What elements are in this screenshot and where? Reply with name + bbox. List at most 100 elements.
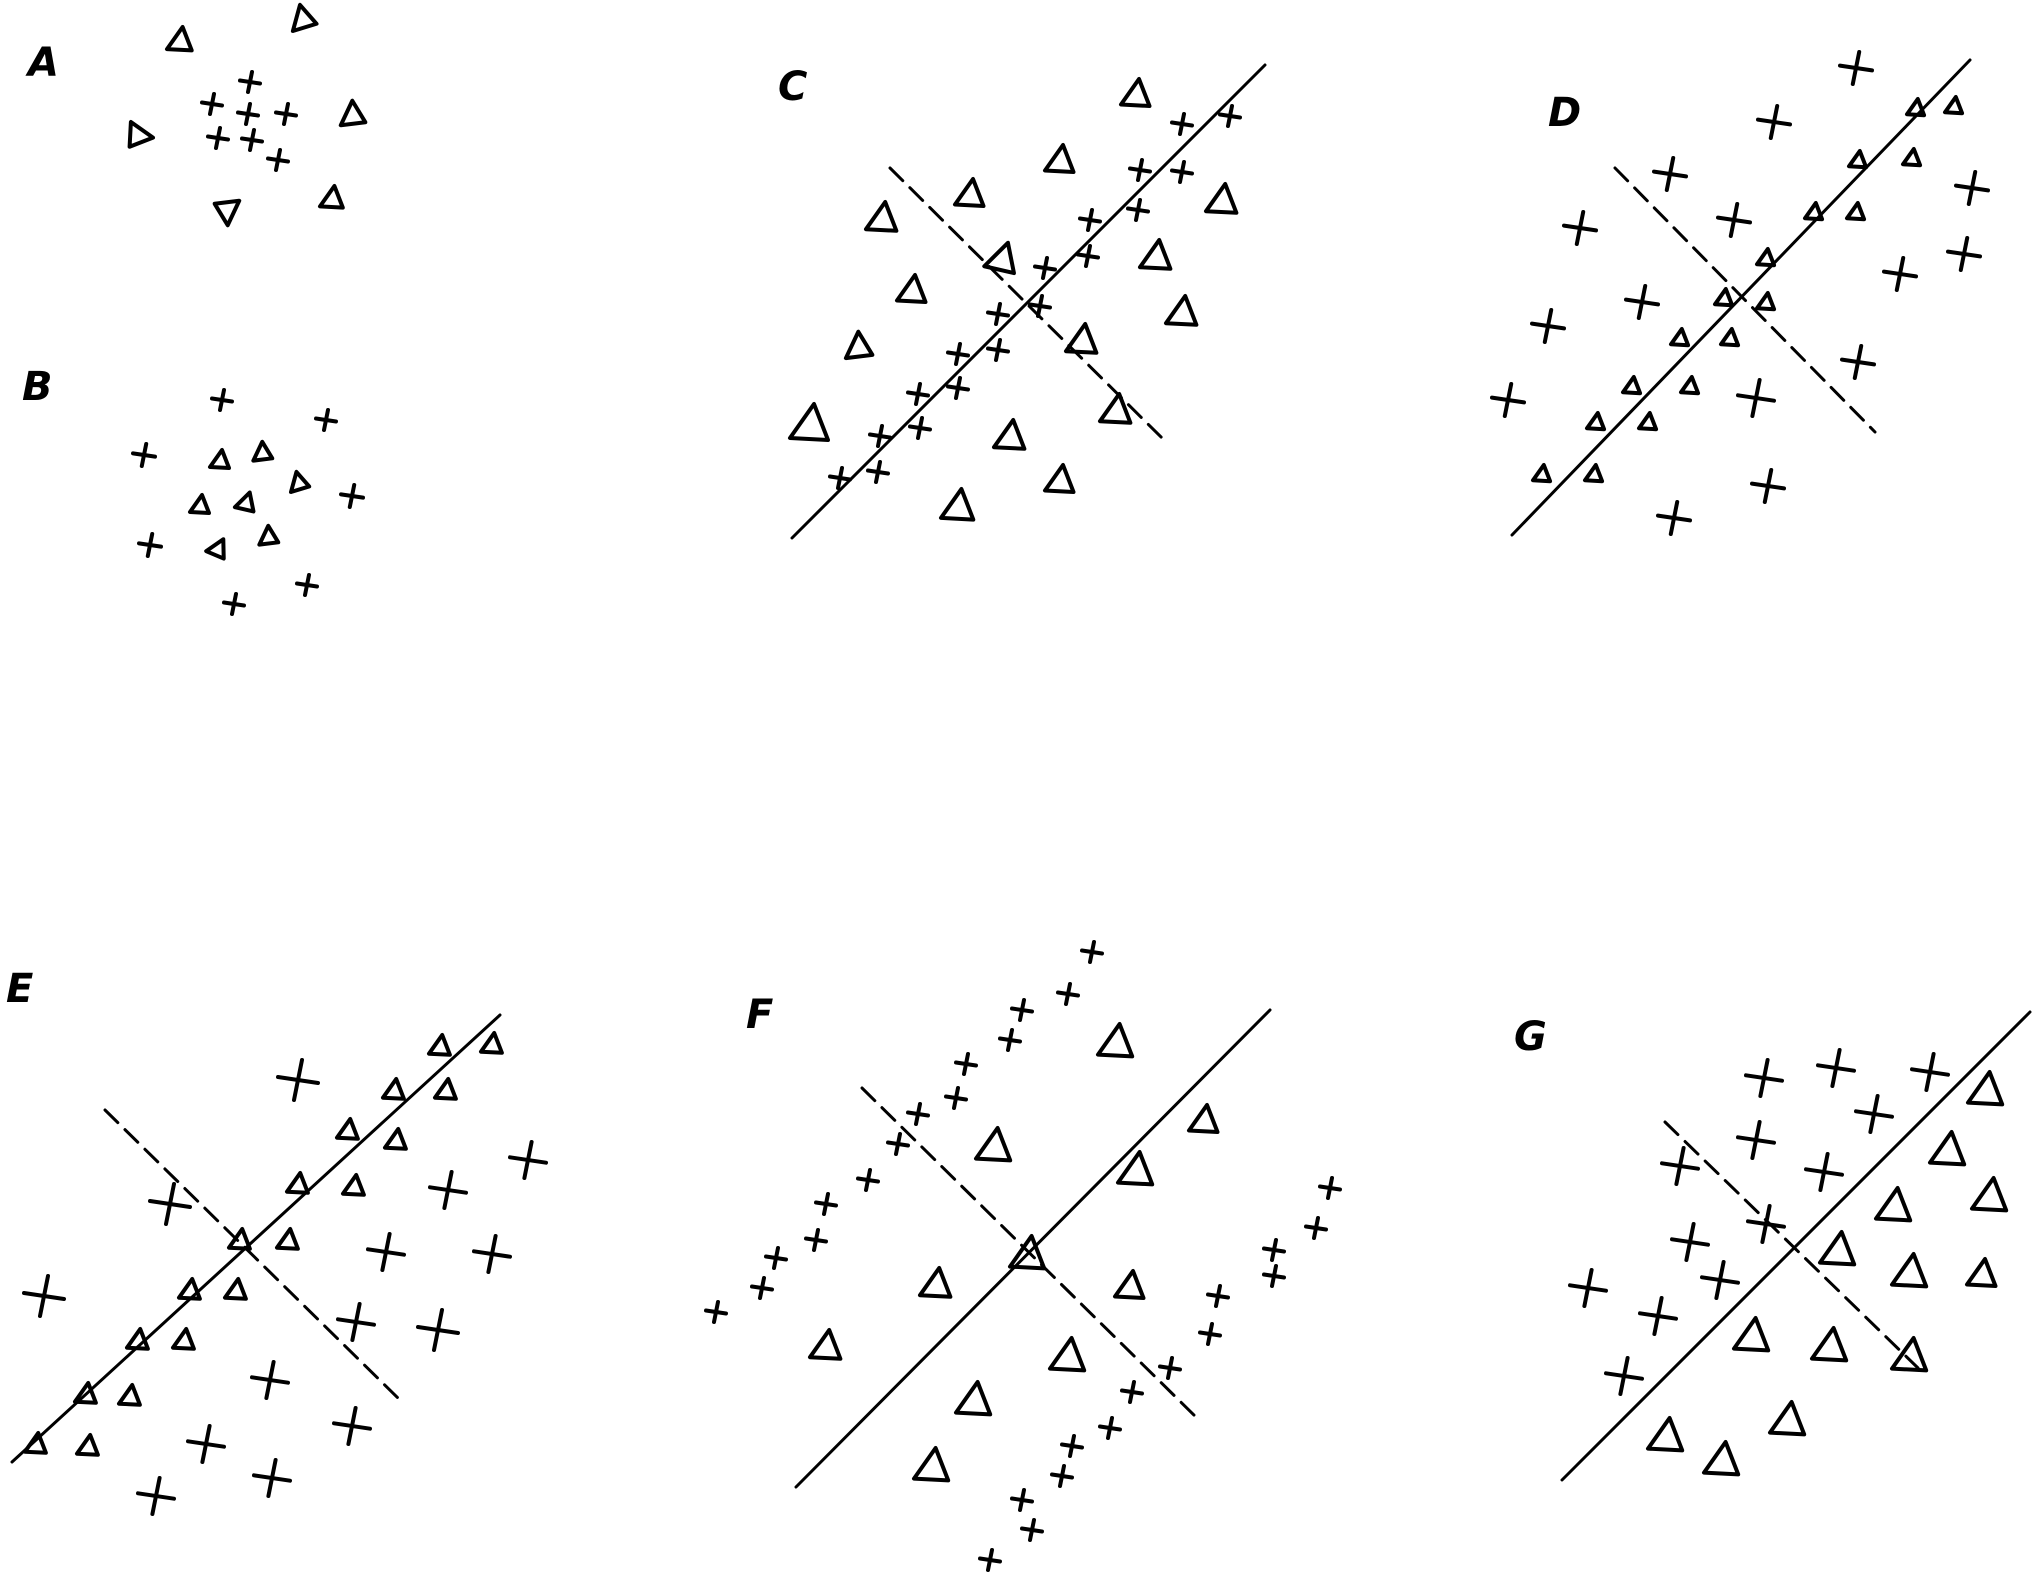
panel-d-cross-marker-9 (1624, 284, 1660, 320)
panel-g-cross-marker-11 (1638, 1296, 1678, 1336)
panel-g-cross-marker-10 (1568, 1268, 1608, 1308)
panel-d-triangle-marker-14 (1585, 411, 1607, 432)
panel-f-cross-marker-13 (750, 1276, 774, 1300)
panel-e-triangle-marker-1 (427, 1033, 452, 1057)
panel-f-triangle-marker-10 (954, 1380, 993, 1417)
panel-c-triangle-marker-11 (1064, 322, 1099, 355)
panel-e-cross-marker-5 (428, 1170, 468, 1210)
panel-label-b: B (22, 364, 53, 410)
panel-g-triangle-marker-8 (1732, 1316, 1771, 1353)
panel-a-cross-marker-7 (266, 148, 290, 172)
panel-c-triangle-marker-5 (1204, 182, 1239, 215)
panel-label-a: A (25, 40, 59, 86)
panel-c-triangle-marker-9 (1164, 294, 1199, 327)
panel-c-triangle-marker-14 (992, 418, 1027, 451)
panel-b-cross-marker-5 (137, 532, 163, 558)
panel-b-triangle-marker-7 (257, 523, 281, 547)
panel-g-cross-marker-7 (1804, 1152, 1844, 1192)
panel-g-triangle-marker-12 (1646, 1416, 1685, 1453)
panel-d-cross-marker-5 (1716, 202, 1752, 238)
panel-e-cross-marker-14 (252, 1458, 292, 1498)
panel-e-cross-marker-11 (186, 1424, 226, 1464)
panel-f-cross-marker-19 (1206, 1284, 1230, 1308)
panel-a-cross-marker-2 (200, 92, 224, 116)
panel-f-cross-marker-15 (1318, 1176, 1342, 1200)
panel-a-cross-marker-5 (206, 126, 230, 150)
panel-f-cross-marker-21 (1158, 1356, 1182, 1380)
panel-e-cross-marker-9 (416, 1308, 460, 1352)
panel-g-cross-marker-3 (1816, 1048, 1856, 1088)
panel-e-triangle-marker-16 (117, 1383, 142, 1407)
panel-d-triangle-marker-9 (1713, 287, 1735, 308)
panel-b-triangle-marker-4 (232, 490, 256, 514)
panel-c-triangle-marker-13 (788, 402, 830, 442)
panel-d-triangle-marker-17 (1583, 463, 1605, 484)
panel-d-triangle-marker-8 (1755, 291, 1777, 312)
panel-f-cross-marker-18 (1262, 1264, 1286, 1288)
panel-g-triangle-marker-1 (1966, 1070, 2005, 1107)
panel-f-cross-marker-14 (704, 1300, 728, 1324)
panel-c-triangle-marker-16 (939, 487, 976, 522)
panel-f-cross-marker-16 (1304, 1216, 1328, 1240)
panel-f-cross-marker-9 (856, 1168, 880, 1192)
panel-e-cross-marker-6 (508, 1140, 548, 1180)
panel-f-cross-marker-8 (886, 1132, 910, 1156)
panel-f-triangle-marker-2 (1187, 1103, 1220, 1134)
panel-c-cross-marker-10 (1028, 294, 1052, 318)
panel-e-triangle-marker-12 (223, 1277, 248, 1301)
panel-f-triangle-marker-5 (1008, 1234, 1047, 1271)
panel-d-triangle-marker-15 (1637, 411, 1659, 432)
panel-a-cross-marker-3 (236, 102, 260, 126)
panel-b-cross-marker-1 (210, 388, 234, 412)
panel-f-triangle-marker-1 (1096, 1022, 1135, 1059)
panel-g-cross-marker-4 (1854, 1094, 1894, 1134)
panel-a-triangle-marker-4 (338, 98, 368, 128)
panel-c-triangle-marker-1 (1119, 77, 1152, 108)
panel-d-triangle-marker-7 (1755, 247, 1777, 268)
panel-b-cross-marker-3 (131, 442, 157, 468)
panel-d-cross-marker-11 (1840, 344, 1876, 380)
panel-d-cross-marker-8 (1946, 236, 1982, 272)
panel-e-cross-marker-7 (472, 1234, 512, 1274)
panel-f-dashed-axis (860, 1086, 1199, 1420)
panel-f-cross-marker-27 (1020, 1518, 1044, 1542)
panel-g-triangle-marker-2 (1928, 1130, 1967, 1167)
panel-c-cross-marker-5 (1078, 208, 1102, 232)
panel-e-dashed-axis (103, 1108, 402, 1402)
panel-b-triangle-marker-1 (208, 448, 231, 470)
panel-e-triangle-marker-14 (171, 1327, 196, 1351)
panel-g-cross-marker-6 (1660, 1146, 1700, 1186)
panel-e-cross-marker-13 (136, 1476, 176, 1516)
panel-c-cross-marker-1 (1170, 112, 1194, 136)
panel-f-cross-marker-20 (1198, 1322, 1222, 1346)
panel-a-triangle-marker-3 (127, 120, 155, 149)
panel-f-cross-marker-26 (1010, 1488, 1034, 1512)
panel-d-cross-marker-6 (1562, 210, 1598, 246)
panel-d-cross-marker-15 (1656, 500, 1692, 536)
panel-c-triangle-marker-2 (1043, 143, 1076, 174)
panel-a-triangle-marker-5 (212, 198, 242, 228)
panel-b-triangle-marker-6 (204, 537, 226, 561)
panel-b-triangle-marker-2 (251, 439, 275, 463)
panel-c-cross-marker-16 (908, 416, 932, 440)
panel-f-cross-marker-17 (1262, 1238, 1286, 1262)
panel-e-triangle-marker-17 (23, 1431, 48, 1455)
panel-c-cross-marker-17 (828, 466, 852, 490)
panel-c-triangle-marker-6 (982, 240, 1016, 276)
panel-g-triangle-marker-9 (1810, 1326, 1849, 1363)
panel-f-cross-marker-7 (906, 1102, 930, 1126)
panel-c (788, 63, 1267, 540)
panel-d-cross-marker-3 (1652, 156, 1688, 192)
panel-e-triangle-marker-11 (177, 1277, 202, 1301)
panel-f-solid-axis (794, 1008, 1272, 1489)
panel-e-triangle-marker-3 (381, 1077, 406, 1101)
panel-g-triangle-marker-6 (1890, 1252, 1929, 1289)
panel-f-cross-marker-5 (954, 1052, 978, 1076)
panel-d-triangle-marker-12 (1621, 375, 1643, 396)
panel-d-cross-marker-1 (1838, 50, 1874, 86)
panel-c-cross-marker-14 (946, 376, 970, 400)
panel-e-cross-marker-8 (336, 1302, 376, 1342)
panel-c-triangle-marker-4 (864, 200, 899, 233)
panel-e-triangle-marker-4 (433, 1077, 458, 1101)
panel-f-triangle-marker-7 (1113, 1269, 1146, 1300)
